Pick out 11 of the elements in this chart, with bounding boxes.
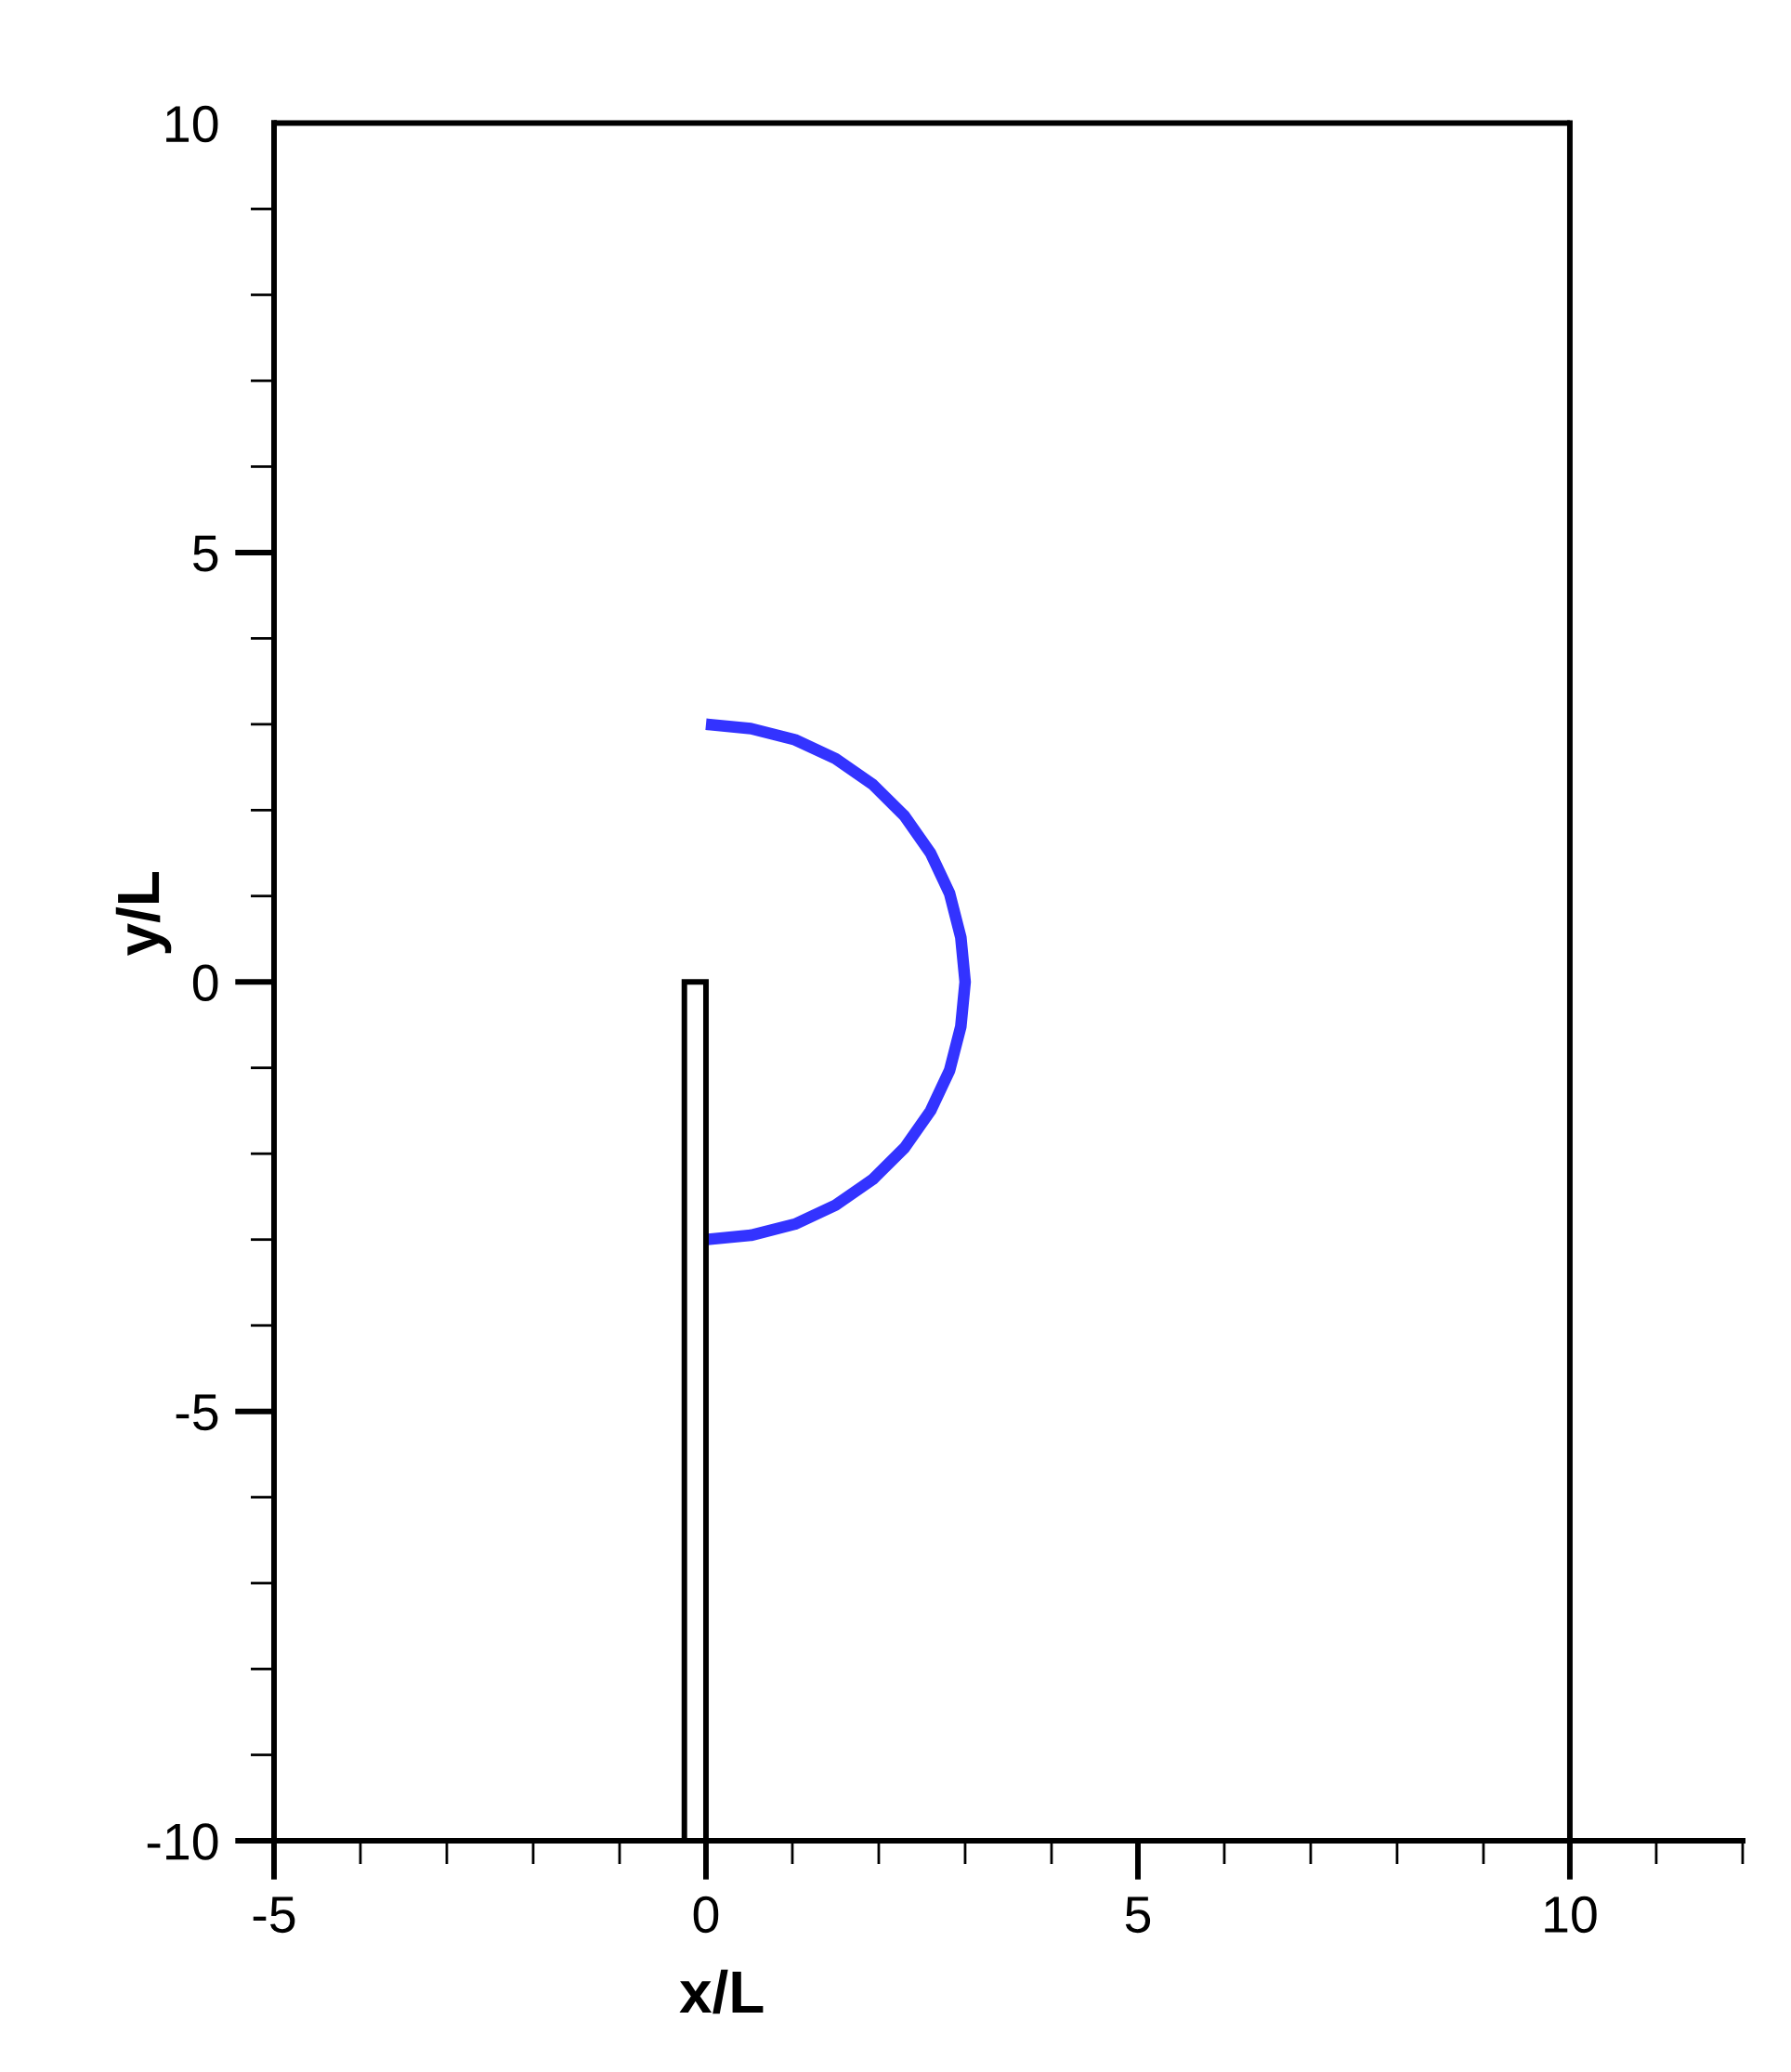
x-tick-label: 5 bbox=[1125, 1896, 1151, 1934]
x-tick-label: 10 bbox=[1545, 1896, 1597, 1934]
y-tick-label: -10 bbox=[147, 1823, 218, 1860]
x-tick-label: -5 bbox=[253, 1896, 295, 1934]
y-tick-label: 10 bbox=[166, 105, 218, 143]
x-tick-label: 0 bbox=[693, 1896, 719, 1934]
y-tick-label: 5 bbox=[192, 535, 218, 572]
y-tick-label: 0 bbox=[192, 964, 218, 1001]
y-tick-label: -5 bbox=[176, 1394, 218, 1431]
x-axis-title: x/L bbox=[679, 1969, 764, 2014]
y-axis-title: y/L bbox=[115, 872, 172, 956]
